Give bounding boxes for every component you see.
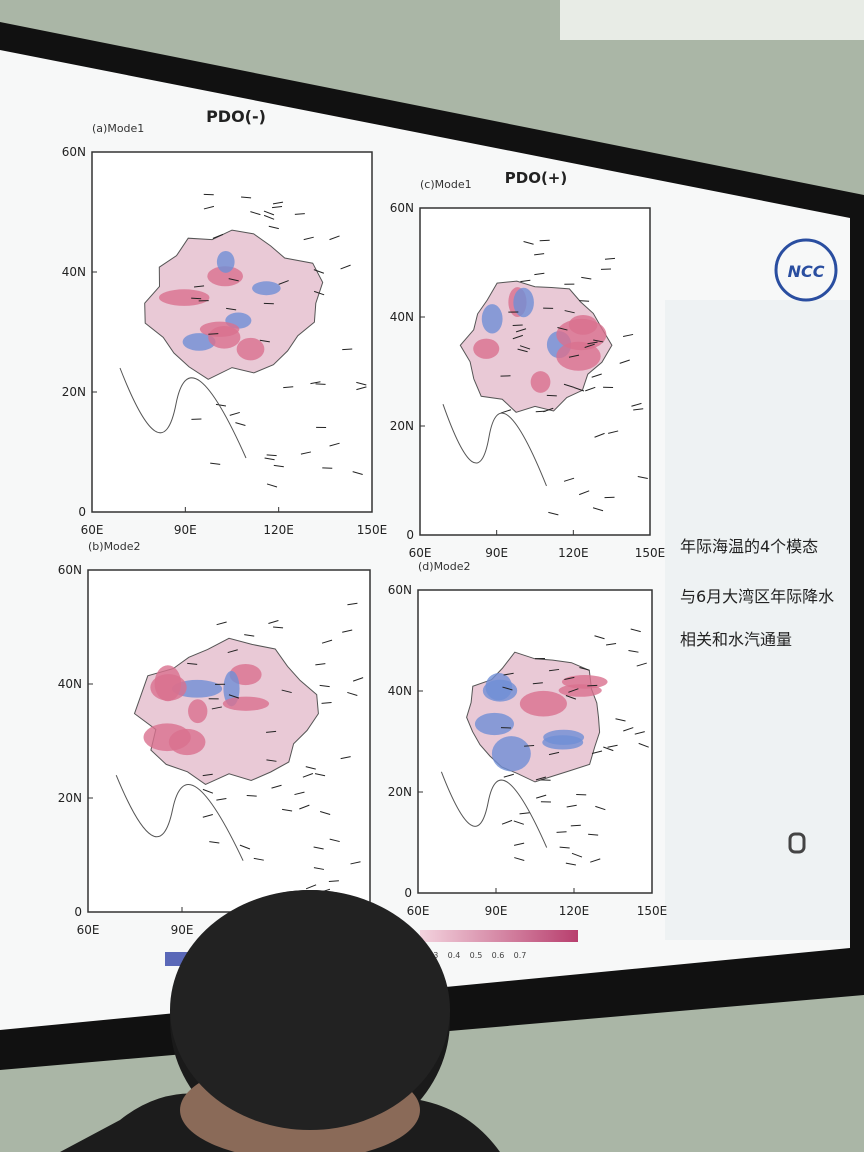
wind-vector <box>557 832 567 833</box>
header-right: PDO(+) <box>505 169 567 187</box>
lat-label: 60N <box>390 201 414 215</box>
lat-label: 60N <box>58 563 82 577</box>
lat-label: 40N <box>62 265 86 279</box>
lon-label: 120E <box>558 546 589 560</box>
wind-vector <box>547 395 557 396</box>
caption-line: 与6月大湾区年际降水 <box>680 587 834 606</box>
wind-vector <box>536 411 546 412</box>
header-left: PDO(-) <box>206 107 266 126</box>
anomaly <box>482 304 503 333</box>
logo-text: NCC <box>788 262 825 281</box>
anomaly <box>252 281 281 295</box>
lon-label: 60E <box>407 904 430 918</box>
colorbar-label: 0.4 <box>448 951 461 960</box>
lon-label: 90E <box>485 546 508 560</box>
anomaly <box>473 339 499 359</box>
lat-label: 20N <box>388 785 412 799</box>
anomaly <box>513 288 534 317</box>
wind-vector <box>267 455 277 456</box>
anomaly <box>559 684 602 697</box>
colorbar-label: 0.7 <box>514 951 527 960</box>
lon-label: 150E <box>635 546 666 560</box>
wind-vector <box>191 298 201 299</box>
panel-label: (d)Mode2 <box>418 560 471 573</box>
caption-line: 年际海温的4个模态 <box>680 537 818 556</box>
lat-label: 40N <box>58 677 82 691</box>
anomaly <box>144 723 191 751</box>
lat-label: 0 <box>404 886 412 900</box>
caption-line: 相关和水汽通量 <box>680 630 792 649</box>
lon-label: 150E <box>637 904 668 918</box>
hair <box>170 890 450 1130</box>
lat-label: 0 <box>406 528 414 542</box>
panel-label: (a)Mode1 <box>92 122 144 135</box>
lon-label: 60E <box>409 546 432 560</box>
panel-label: (c)Mode1 <box>420 178 472 191</box>
anomaly <box>223 697 269 711</box>
lat-label: 60N <box>62 145 86 159</box>
anomaly <box>556 342 600 371</box>
anomaly <box>188 699 207 723</box>
anomaly <box>237 338 265 361</box>
lat-label: 40N <box>390 310 414 324</box>
anomaly <box>520 691 567 717</box>
wind-vector <box>247 796 257 797</box>
anomaly <box>531 371 551 393</box>
colorbar-label: 0.6 <box>492 951 505 960</box>
lon-label: 60E <box>77 923 100 937</box>
lat-label: 20N <box>58 791 82 805</box>
panel-label: (b)Mode2 <box>88 540 141 553</box>
wind-vector <box>342 349 352 350</box>
colorbar-label: 0.5 <box>470 951 483 960</box>
lon-label: 90E <box>171 923 194 937</box>
lon-label: 60E <box>81 523 104 537</box>
anomaly <box>543 730 584 745</box>
anomaly <box>208 326 240 349</box>
lat-label: 60N <box>388 583 412 597</box>
anomaly <box>150 674 186 701</box>
anomaly <box>485 673 512 700</box>
colorbar <box>420 930 578 942</box>
lon-label: 150E <box>357 523 388 537</box>
anomaly <box>492 736 531 771</box>
wind-vector <box>571 825 581 826</box>
lon-label: 90E <box>174 523 197 537</box>
side-panel <box>665 300 850 940</box>
anomaly <box>569 315 598 335</box>
ceiling <box>560 0 864 40</box>
lon-label: 120E <box>263 523 294 537</box>
wind-vector <box>513 325 523 326</box>
lat-label: 40N <box>388 684 412 698</box>
wind-vector <box>208 334 218 335</box>
lat-label: 0 <box>78 505 86 519</box>
lat-label: 20N <box>62 385 86 399</box>
lat-label: 0 <box>74 905 82 919</box>
lat-label: 20N <box>390 419 414 433</box>
anomaly <box>475 713 514 735</box>
anomaly <box>217 251 235 273</box>
wind-vector <box>579 301 589 302</box>
lon-label: 90E <box>485 904 508 918</box>
lon-label: 120E <box>559 904 590 918</box>
anomaly <box>159 289 209 306</box>
